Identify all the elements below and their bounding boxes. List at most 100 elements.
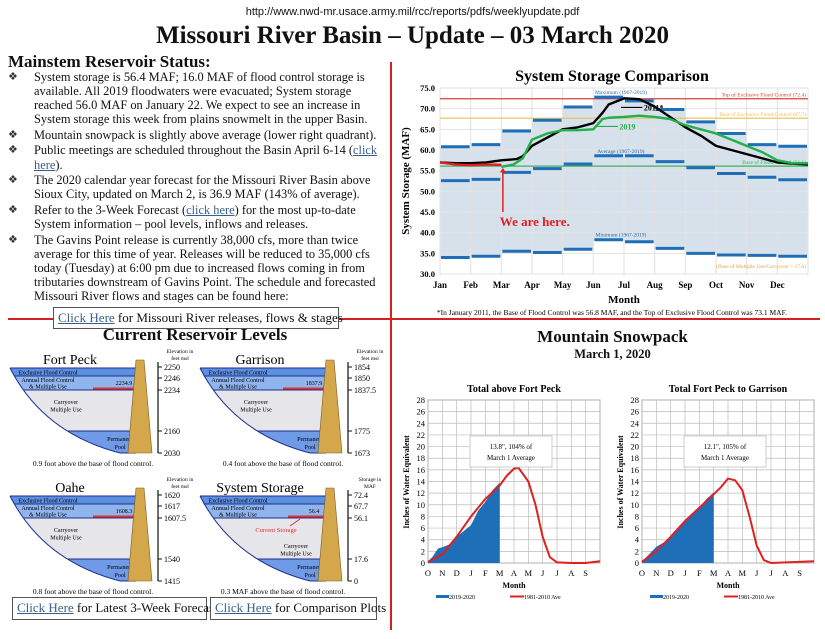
y-tick-label: 2 bbox=[635, 546, 639, 556]
bullet-text: The Gavins Point release is currently 38… bbox=[34, 233, 390, 303]
y-axis-title: Inches of Water Equivalent bbox=[616, 435, 625, 529]
x-tick-label: J bbox=[541, 568, 545, 578]
x-tick-label: D bbox=[454, 568, 460, 578]
dam-icon bbox=[127, 359, 153, 454]
y-tick-label: 65.0 bbox=[420, 124, 435, 134]
snowpack-2019-2020-area bbox=[642, 492, 714, 563]
button-text: for Missouri River releases, flows & sta… bbox=[114, 310, 343, 325]
axis-unit: MAF bbox=[364, 484, 376, 490]
click-here-link[interactable]: click here bbox=[186, 202, 235, 217]
y-tick-label: 12 bbox=[631, 488, 640, 498]
legend-swatch-2019-2020 bbox=[436, 595, 449, 598]
current-level-value: 2234.9 bbox=[116, 381, 133, 387]
diamond-bullet-icon: ❖ bbox=[8, 174, 18, 187]
elevation-level: 1540 bbox=[164, 555, 180, 564]
legend-label: 1981-2010 Ave bbox=[524, 595, 561, 601]
diamond-bullet-icon: ❖ bbox=[8, 71, 18, 83]
y-tick-label: 24 bbox=[631, 418, 640, 428]
elevation-level: 2246 bbox=[164, 374, 180, 383]
elevation-level: 17.6 bbox=[354, 555, 368, 564]
elevation-level: 2250 bbox=[164, 363, 180, 372]
zone-label: Carryover bbox=[284, 544, 308, 550]
bullet-text-part: ) for the most up-to-date System informa… bbox=[34, 202, 356, 231]
forecast-link[interactable]: Click Here bbox=[17, 600, 74, 615]
zone-label: Exclusive Flood Control bbox=[19, 371, 78, 377]
annotation-box bbox=[683, 435, 767, 468]
zone-label: Exclusive Flood Control bbox=[19, 499, 78, 505]
y-tick-label: 45.0 bbox=[420, 207, 435, 217]
average-snowpack-line bbox=[427, 466, 601, 564]
zone-label: Permanent bbox=[297, 437, 323, 443]
bullet-text: Refer to the 3-Week Forecast (click here… bbox=[34, 203, 390, 231]
diamond-bullet-icon: ❖ bbox=[8, 203, 18, 216]
three-week-forecast-button[interactable]: Click Here for Latest 3-Week Forecast bbox=[12, 597, 218, 620]
zone-label: Multiple Use bbox=[280, 552, 312, 558]
x-tick-label: J bbox=[769, 568, 773, 578]
x-tick-label: Feb bbox=[463, 280, 478, 290]
reservoir-name: Oahe bbox=[55, 481, 85, 496]
x-tick-label: N bbox=[653, 568, 659, 578]
click-here-link[interactable]: click here bbox=[34, 143, 378, 172]
zone-label: & Multiple Use bbox=[219, 513, 257, 519]
maximum-label: Maximum (1967-2019) bbox=[595, 89, 647, 96]
elevation-level: 1673 bbox=[354, 449, 370, 458]
label-2011: 2011* bbox=[644, 103, 664, 112]
y-tick-label: 28 bbox=[417, 395, 426, 405]
button-text: for Comparison Plots bbox=[271, 600, 387, 615]
axis-unit: feet msl bbox=[361, 355, 379, 362]
bullet-text-part: Mountain snowpack is slightly above aver… bbox=[34, 127, 377, 142]
chart-title: Total above Fort Peck bbox=[467, 384, 561, 395]
river-releases-link[interactable]: Click Here bbox=[58, 310, 115, 325]
y-tick-label: 24 bbox=[417, 418, 426, 428]
reservoir-panel: Fort Peck 2234.9 Exclusive Flood ControlAn… bbox=[9, 349, 194, 468]
x-tick-label: D bbox=[668, 568, 674, 578]
y-tick-label: 22 bbox=[417, 430, 426, 440]
bullet-text: System storage is 56.4 MAF; 16.0 MAF of … bbox=[34, 70, 390, 126]
reservoir-panel: Garrison 1837.9 Exclusive Flood ControlAnn… bbox=[199, 349, 384, 468]
y-tick-label: 35.0 bbox=[420, 248, 435, 258]
y-tick-label: 55.0 bbox=[420, 166, 435, 176]
comparison-link[interactable]: Click Here bbox=[215, 600, 272, 615]
annual-flood-zone bbox=[10, 504, 136, 518]
y-tick-label: 6 bbox=[421, 523, 425, 533]
legend-label: 2019-2020 bbox=[663, 595, 689, 601]
elevation-level: 1607.5 bbox=[164, 514, 186, 523]
zone-label: Permanent bbox=[297, 565, 323, 571]
exclusive-flood-zone bbox=[200, 496, 326, 504]
horizontal-divider bbox=[8, 318, 820, 320]
dam-icon bbox=[317, 487, 343, 582]
report-url: http://www.nwd-mr.usace.army.mil/rcc/rep… bbox=[245, 6, 580, 18]
diamond-bullet-icon: ❖ bbox=[8, 144, 18, 157]
elevation-level: 67.7 bbox=[354, 502, 368, 511]
reservoir-name: Garrison bbox=[236, 353, 285, 368]
status-bullet: ❖ The 2020 calendar year forecast for the… bbox=[8, 173, 390, 201]
zone-label: Permanent bbox=[107, 565, 133, 571]
x-tick-label: M bbox=[525, 568, 533, 578]
x-tick-label: S bbox=[583, 568, 588, 578]
comparison-plots-button[interactable]: Click Here for Comparison Plots bbox=[210, 597, 386, 620]
x-tick-label: Aug bbox=[647, 280, 664, 290]
x-tick-label: F bbox=[483, 568, 488, 578]
elevation-level: 1775 bbox=[354, 427, 370, 436]
chart-title: System Storage Comparison bbox=[515, 68, 709, 85]
zone-label: & Multiple Use bbox=[219, 385, 257, 391]
vertical-divider bbox=[390, 62, 392, 630]
zone-label: Pool bbox=[114, 445, 125, 451]
zone-label: Annual Flood Control bbox=[21, 378, 74, 384]
y-tick-label: 60.0 bbox=[420, 145, 435, 155]
y-tick-label: 16 bbox=[417, 465, 426, 475]
axis-unit: Elevation in bbox=[167, 349, 194, 355]
reference-line-label: (Base of Multiple Use/Carryover = 17.6) bbox=[716, 263, 806, 270]
river-releases-button[interactable]: Click Here for Missouri River releases, … bbox=[53, 307, 343, 329]
x-tick-label: O bbox=[425, 568, 431, 578]
snowpack-chart-fort-peck: Total above Fort Peck0246810121416182022… bbox=[402, 384, 601, 601]
y-tick-label: 8 bbox=[635, 511, 639, 521]
zone-label: Annual Flood Control bbox=[211, 506, 264, 512]
y-tick-label: 4 bbox=[635, 535, 640, 545]
reservoir-caption: 0.8 foot above the base of flood control… bbox=[33, 587, 153, 596]
axis-unit: feet msl bbox=[171, 483, 189, 490]
zone-label: Multiple Use bbox=[50, 536, 82, 542]
zone-label: Pool bbox=[304, 573, 315, 579]
zone-label: Exclusive Flood Control bbox=[209, 371, 268, 377]
basin-outline bbox=[9, 367, 136, 454]
